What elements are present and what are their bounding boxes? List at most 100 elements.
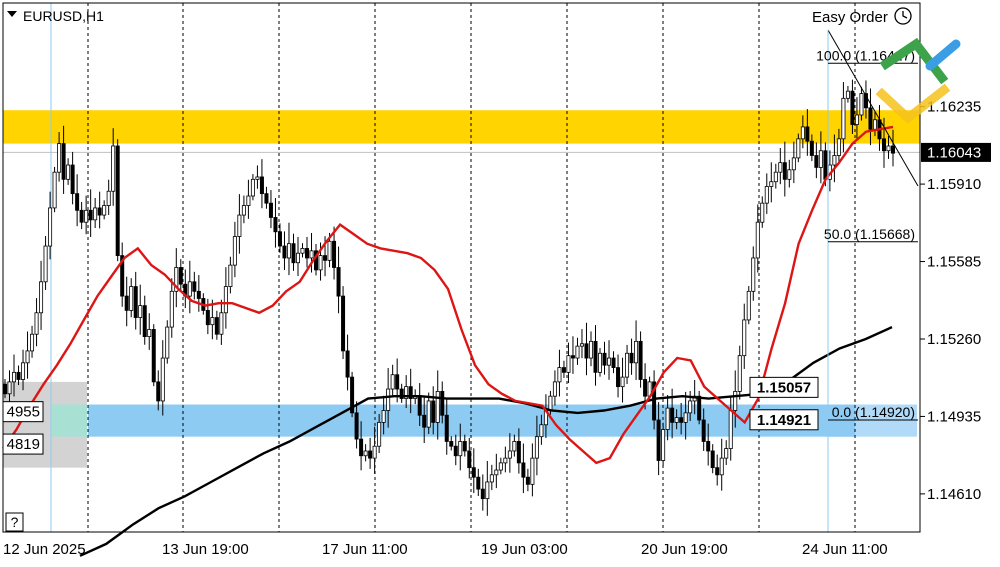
candle xyxy=(760,196,765,228)
candle xyxy=(422,395,427,444)
candle xyxy=(156,370,161,411)
time-tick-label: 20 Jun 19:00 xyxy=(641,541,728,558)
candle xyxy=(733,370,738,428)
candle xyxy=(165,320,170,364)
candle xyxy=(305,236,310,268)
candle xyxy=(196,275,201,312)
candle xyxy=(232,221,237,278)
symbol-header[interactable]: EURUSD,H1 xyxy=(7,8,104,24)
candle xyxy=(791,141,796,184)
candle xyxy=(458,423,463,471)
candle xyxy=(485,460,490,516)
fibo-trend-line[interactable] xyxy=(827,29,919,187)
level-label-1[interactable]: 1.15057 xyxy=(749,376,819,398)
candle xyxy=(368,437,373,469)
candle xyxy=(246,179,251,219)
candle xyxy=(151,324,156,387)
candle xyxy=(859,86,864,121)
candle xyxy=(710,444,715,474)
candle xyxy=(219,299,224,345)
candle xyxy=(133,271,138,330)
easy-order-label: Easy Order xyxy=(812,9,888,26)
candle xyxy=(88,189,93,237)
candle xyxy=(106,179,111,215)
plot-frame xyxy=(2,2,921,533)
price-tick-label: 1.16235 xyxy=(927,99,981,116)
time-axis[interactable]: 12 Jun 2025 13 Jun 19:00 17 Jun 11:00 19… xyxy=(3,541,888,558)
candle xyxy=(97,191,102,229)
candle xyxy=(661,422,666,467)
candle xyxy=(336,246,341,314)
candle xyxy=(832,134,837,183)
candle xyxy=(192,271,197,300)
candle xyxy=(426,392,431,435)
candle xyxy=(476,468,481,496)
price-tick-label: 1.15910 xyxy=(927,176,981,193)
candle xyxy=(39,260,44,330)
candle xyxy=(84,195,89,235)
candle xyxy=(453,434,458,466)
candle xyxy=(566,342,571,384)
candle xyxy=(142,295,147,345)
candle xyxy=(512,434,517,457)
candle xyxy=(291,233,296,271)
candle xyxy=(746,286,751,325)
candle xyxy=(160,340,165,416)
price-tick-label: 1.14935 xyxy=(927,408,981,425)
candle xyxy=(295,236,300,277)
candle xyxy=(701,408,706,451)
candle xyxy=(534,415,539,476)
candle xyxy=(886,136,891,159)
candle xyxy=(250,174,255,201)
candle xyxy=(805,109,810,156)
candle xyxy=(782,141,787,197)
candle xyxy=(697,390,702,425)
candle xyxy=(570,336,575,374)
candle xyxy=(462,434,467,457)
candle xyxy=(43,236,48,290)
candle xyxy=(588,331,593,367)
candle xyxy=(841,82,846,153)
easy-order-button[interactable]: Easy Order xyxy=(812,7,912,26)
level-label-2[interactable]: 1.14921 xyxy=(749,409,819,431)
current-price-tag[interactable]: 1.16043 xyxy=(921,142,991,162)
level-label-box xyxy=(749,376,819,398)
help-button-label: ? xyxy=(11,514,19,530)
fibo-level-0-label: 0.0 (1.14920) xyxy=(832,404,915,420)
left-box-overlap xyxy=(52,404,87,437)
left-label-text: 4819 xyxy=(7,436,40,453)
candle xyxy=(480,474,485,511)
left-label-text: 4955 xyxy=(7,404,40,421)
candle xyxy=(286,222,291,276)
candle xyxy=(602,341,607,375)
candle xyxy=(210,299,215,340)
clock-hands-icon xyxy=(902,11,908,19)
candle xyxy=(214,310,219,340)
time-tick-label: 12 Jun 2025 xyxy=(3,541,86,558)
candle xyxy=(264,186,269,209)
fibo-level-50-label: 50.0 (1.15668) xyxy=(824,226,915,242)
candle xyxy=(814,142,819,179)
support-zone-right xyxy=(827,404,917,437)
candle xyxy=(30,325,35,358)
candle xyxy=(273,198,278,248)
candle xyxy=(440,381,445,424)
symbol-timeframe-label: EURUSD,H1 xyxy=(23,8,104,24)
candle xyxy=(21,349,26,391)
candle xyxy=(399,383,404,403)
candle xyxy=(611,351,616,374)
level-label-box xyxy=(749,409,819,431)
candle xyxy=(449,436,454,451)
price-tick-label: 1.15260 xyxy=(927,331,981,348)
candle xyxy=(561,360,566,378)
candle xyxy=(363,444,368,462)
candle xyxy=(354,401,359,449)
candle xyxy=(507,433,512,473)
price-axis[interactable]: 1.14610 1.14935 1.15260 1.15585 1.15910 … xyxy=(920,99,981,503)
candle xyxy=(579,329,584,359)
candle xyxy=(431,386,436,435)
candle xyxy=(25,331,30,379)
help-button[interactable]: ? xyxy=(5,512,24,532)
candle xyxy=(764,173,769,214)
